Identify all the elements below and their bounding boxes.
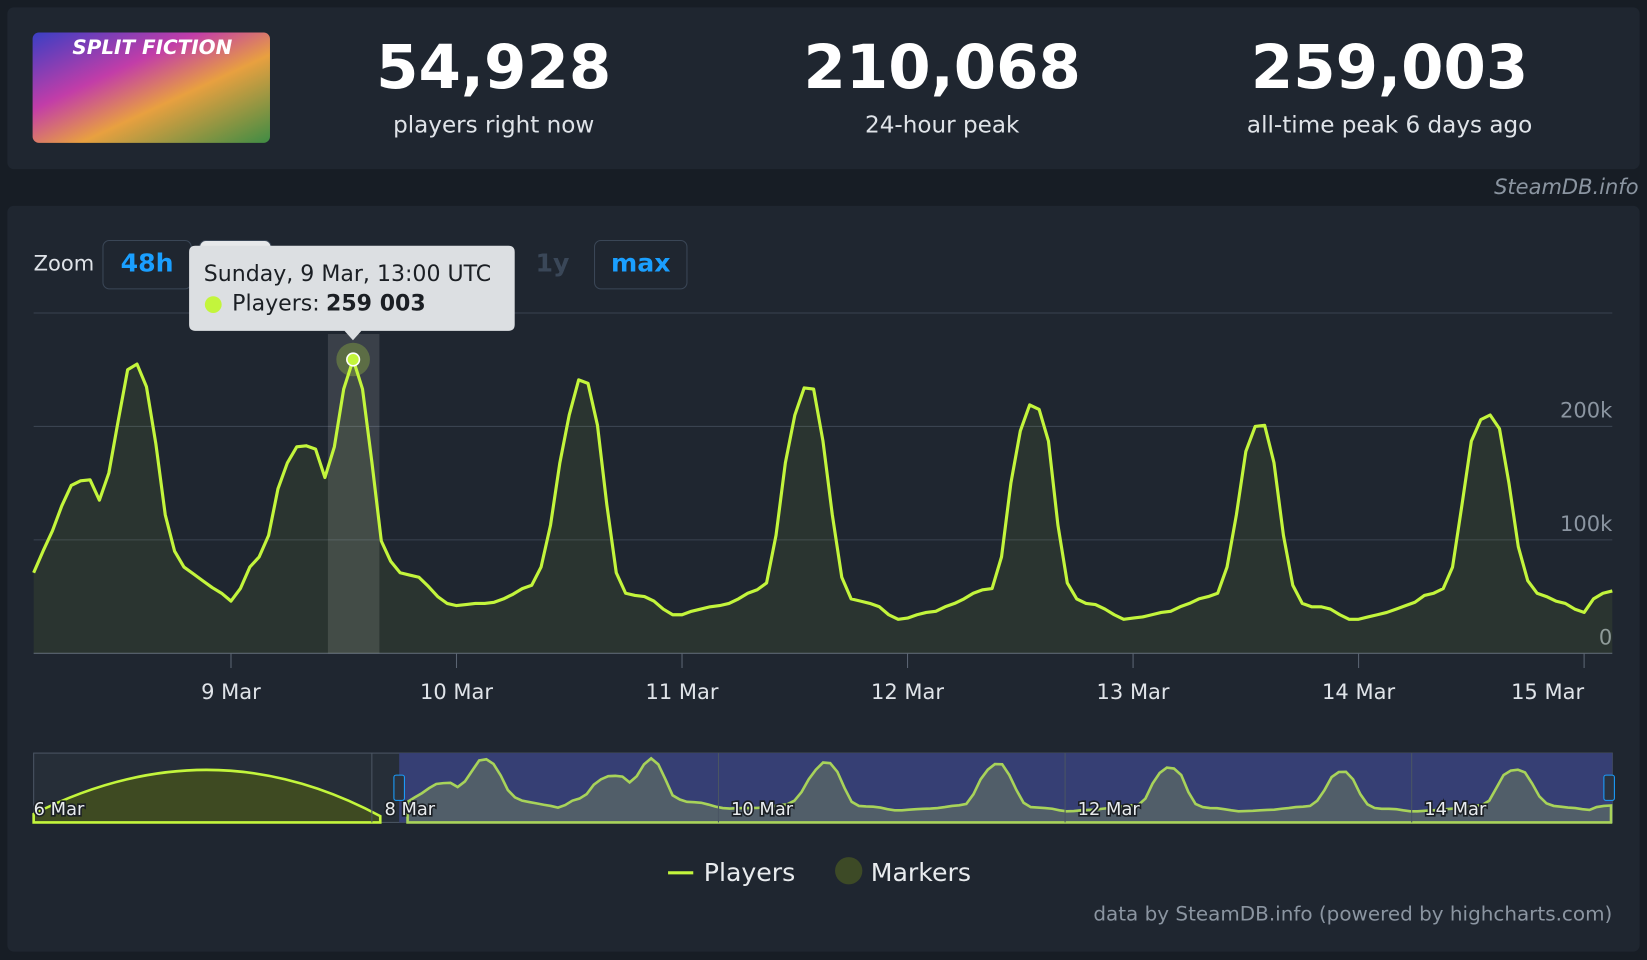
stat-value: 210,068 <box>803 32 1080 103</box>
stat-label: players right now <box>393 113 594 139</box>
stat-value: 54,928 <box>376 32 611 103</box>
series-line <box>32 357 1613 621</box>
navigator-handle[interactable] <box>393 774 405 801</box>
zoom-button-label[interactable]: 48h <box>121 249 174 278</box>
x-tick-label: 12 Mar <box>871 680 944 704</box>
zoom-button-label[interactable]: 1y <box>536 249 570 278</box>
navigator-history <box>32 768 382 824</box>
stats-panel <box>7 7 1640 170</box>
game-title: SPLIT FICTION <box>72 35 232 59</box>
navigator-label: 10 Mar <box>731 799 794 820</box>
legend-label: Players <box>704 858 796 887</box>
stat-value: 259,003 <box>1251 32 1528 103</box>
x-tick-label: 13 Mar <box>1097 680 1170 704</box>
navigator-label: 6 Mar <box>34 799 85 820</box>
legend-label: Markers <box>871 858 971 887</box>
x-tick-label: 11 Mar <box>646 680 719 704</box>
y-tick-label: 100k <box>1560 512 1613 536</box>
zoom-button-label[interactable]: max <box>611 249 670 278</box>
tooltip-dot <box>204 296 222 313</box>
navigator-line <box>406 756 1613 824</box>
x-tick-label: 10 Mar <box>420 680 493 704</box>
watermark: SteamDB.info <box>1494 175 1638 199</box>
navigator-label: 14 Mar <box>1424 799 1487 820</box>
credits: data by SteamDB.info (powered by highcha… <box>1093 901 1612 925</box>
navigator-label: 12 Mar <box>1078 799 1141 820</box>
y-tick-label: 0 <box>1599 626 1612 650</box>
tooltip-box <box>189 245 515 341</box>
stat-label: all-time peak 6 days ago <box>1247 113 1532 139</box>
hover-band <box>327 334 380 654</box>
x-tick-label: 15 Mar <box>1511 680 1584 704</box>
zoom-label: Zoom <box>34 252 95 276</box>
navigator-handle[interactable] <box>1603 774 1615 801</box>
tooltip-label: Players: <box>232 292 320 317</box>
game-image <box>32 32 270 143</box>
y-tick-label: 200k <box>1560 399 1613 423</box>
tooltip-value: 259 003 <box>326 292 426 317</box>
x-tick-label: 9 Mar <box>201 680 261 704</box>
tooltip-header: Sunday, 9 Mar, 13:00 UTC <box>204 262 491 287</box>
tooltip-line: Players: 259 003 <box>232 292 426 317</box>
legend-marker <box>835 857 863 885</box>
x-tick-label: 14 Mar <box>1322 680 1395 704</box>
series-area <box>33 359 1613 654</box>
hover-point <box>346 352 361 367</box>
navigator-label: 8 Mar <box>384 799 435 820</box>
stat-label: 24-hour peak <box>865 113 1020 139</box>
zoom-button[interactable] <box>594 240 688 290</box>
